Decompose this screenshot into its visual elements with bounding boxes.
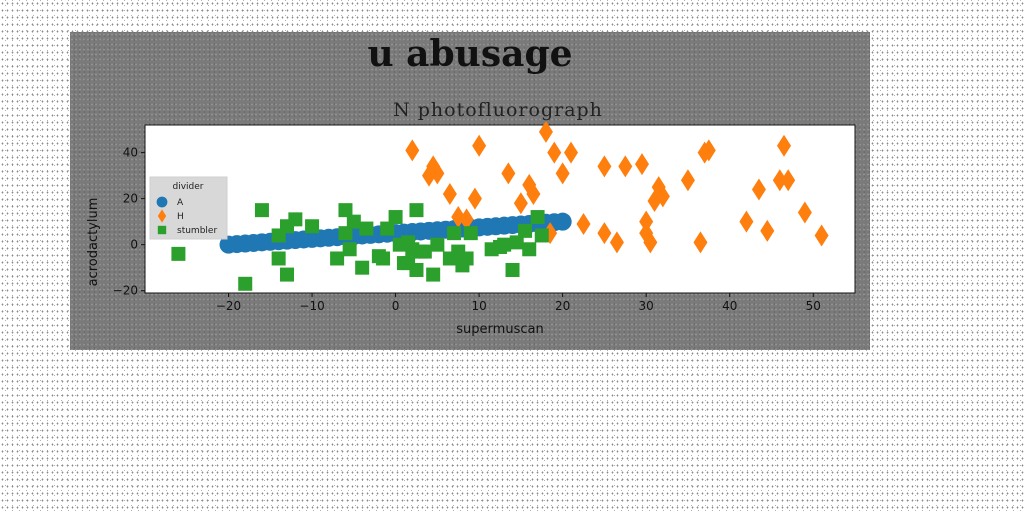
data-point xyxy=(442,183,457,206)
x-tick-label: 50 xyxy=(806,299,821,313)
data-point xyxy=(447,226,462,241)
data-point xyxy=(342,242,357,257)
data-point xyxy=(305,219,320,234)
x-tick-label: 0 xyxy=(392,299,400,313)
data-point xyxy=(701,139,716,162)
y-axis-label: acrodactylum xyxy=(86,198,101,287)
data-point xyxy=(459,208,474,231)
data-point xyxy=(338,203,353,218)
data-point xyxy=(509,235,524,250)
x-tick-label: 20 xyxy=(555,299,570,313)
data-point xyxy=(553,212,572,231)
data-point xyxy=(472,134,487,157)
x-tick-label: 10 xyxy=(471,299,486,313)
data-point xyxy=(639,210,654,233)
legend-marker xyxy=(157,225,167,235)
data-point xyxy=(739,210,754,233)
data-point xyxy=(280,267,294,282)
data-point xyxy=(680,169,695,192)
x-tick-label: −10 xyxy=(299,299,324,313)
data-point xyxy=(376,251,391,266)
chart-marks xyxy=(171,120,829,291)
data-point xyxy=(751,178,766,201)
y-tick-label: 40 xyxy=(123,146,138,160)
y-tick-label: −20 xyxy=(113,284,138,298)
series-3 xyxy=(171,203,549,291)
data-point xyxy=(597,222,612,245)
data-point xyxy=(526,183,541,206)
data-point xyxy=(330,251,345,266)
data-point xyxy=(417,244,432,259)
legend-label: stumbler xyxy=(177,226,217,236)
data-point xyxy=(467,187,482,210)
legend-title: divider xyxy=(173,182,204,192)
data-point xyxy=(359,221,374,236)
plot-area xyxy=(144,124,856,294)
data-point xyxy=(777,134,791,157)
chart-svg: u abusage N photofluorograph −20 −10 0 10 20… xyxy=(86,33,856,337)
data-point xyxy=(338,226,353,241)
data-point xyxy=(426,267,441,282)
data-point xyxy=(271,251,286,266)
legend-label: A xyxy=(177,198,184,208)
data-point xyxy=(530,210,545,225)
data-point xyxy=(797,201,812,224)
data-point xyxy=(501,162,516,185)
axis-ticks: −20 −10 0 10 20 30 40 50 −20 0 20 40 xyxy=(113,146,821,313)
data-point xyxy=(405,139,420,162)
chart-figure: u abusage N photofluorograph −20 −10 0 10 20… xyxy=(70,32,870,350)
data-point xyxy=(609,231,624,254)
data-point xyxy=(618,155,633,178)
legend-marker xyxy=(156,196,168,208)
data-point xyxy=(655,185,670,208)
chart-suptitle: u abusage xyxy=(367,33,572,75)
chart-title: N photofluorograph xyxy=(393,99,603,121)
x-tick-label: 30 xyxy=(639,299,654,313)
data-point xyxy=(518,223,533,238)
x-tick-label: 40 xyxy=(722,299,737,313)
data-point xyxy=(597,155,612,178)
data-point xyxy=(346,214,361,229)
data-point xyxy=(288,212,303,227)
data-point xyxy=(497,237,512,252)
series-2 xyxy=(405,120,829,254)
data-point xyxy=(555,162,570,185)
data-point xyxy=(430,162,445,185)
data-point xyxy=(693,231,708,254)
data-point xyxy=(781,169,796,192)
data-point xyxy=(430,237,445,252)
data-point xyxy=(463,226,478,241)
data-point xyxy=(459,251,474,266)
data-point xyxy=(538,120,553,143)
data-point xyxy=(564,141,578,164)
data-point xyxy=(513,192,528,215)
data-point xyxy=(547,141,562,164)
x-tick-label: −20 xyxy=(216,299,241,313)
data-point xyxy=(576,212,591,235)
data-point xyxy=(409,262,424,277)
y-tick-label: 20 xyxy=(123,192,138,206)
data-point xyxy=(814,224,829,247)
data-point xyxy=(388,210,403,225)
data-point xyxy=(238,276,253,291)
data-point xyxy=(409,203,424,218)
legend-label: H xyxy=(177,212,184,222)
data-point xyxy=(772,169,787,192)
data-point xyxy=(522,242,537,257)
data-point xyxy=(505,262,520,277)
data-point xyxy=(760,219,775,242)
x-axis-label: supermuscan xyxy=(456,322,543,337)
data-point xyxy=(254,203,269,218)
data-point xyxy=(534,228,549,243)
y-tick-label: 0 xyxy=(130,238,138,252)
data-point xyxy=(380,221,395,236)
data-point xyxy=(171,246,186,261)
data-point xyxy=(643,231,658,254)
data-point xyxy=(355,260,370,275)
data-point xyxy=(635,153,649,176)
